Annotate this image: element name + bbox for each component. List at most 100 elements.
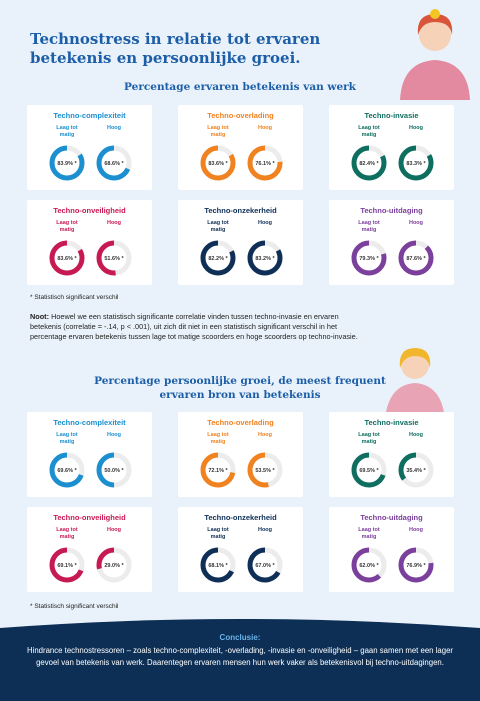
group-label: Laag tot matig xyxy=(56,125,78,138)
donut: 83.3% * xyxy=(398,145,434,181)
donut: 69.5% * xyxy=(351,452,387,488)
conclusion-title: Conclusie: xyxy=(219,633,261,642)
illustration xyxy=(400,9,470,100)
group-label: Hoog xyxy=(106,220,122,226)
panel-title: Techno-invasie xyxy=(364,111,419,120)
footnote: * Statistisch significant verschil xyxy=(30,603,119,610)
group-label: Laag tot matig xyxy=(207,220,229,233)
value-label: 83.2% * xyxy=(255,256,275,262)
group-label: Hoog xyxy=(257,527,273,533)
donut: 76.1% * xyxy=(247,145,283,181)
donut-arc xyxy=(247,547,283,583)
panel-title: Techno-overlading xyxy=(207,111,274,120)
panel: Techno-complexiteit Laag tot matig 69.6% *… xyxy=(27,412,152,497)
group-label: Hoog xyxy=(408,220,424,226)
panel: Techno-onzekerheid Laag tot matig 68.1% * H… xyxy=(178,507,303,592)
group-label: Laag tot matig xyxy=(207,125,229,138)
value-label: 51.6% * xyxy=(104,256,124,262)
donut: 83.2% * xyxy=(247,240,283,276)
note-label: Noot: xyxy=(30,312,50,321)
value-label: 83.9% * xyxy=(57,161,77,167)
panel: Techno-overlading Laag tot matig 72.1% * Ho… xyxy=(178,412,303,497)
panel-title: Techno-onveiligheid xyxy=(53,513,126,522)
group-label: Laag tot matig xyxy=(358,527,380,540)
donut-arc xyxy=(96,547,132,583)
value-label: 76.1% * xyxy=(255,161,275,167)
value-label: 83.6% * xyxy=(208,161,228,167)
panel-title: Techno-uitdaging xyxy=(360,513,423,522)
note-text: Hoewel we een statistisch significante c… xyxy=(30,312,358,341)
group-label: Hoog xyxy=(106,527,122,533)
group-label: Hoog xyxy=(106,125,122,131)
donut: 76.9% * xyxy=(398,547,434,583)
donut: 53.5% * xyxy=(247,452,283,488)
donut-arc xyxy=(200,547,236,583)
donut-arc xyxy=(398,145,434,181)
panel: Techno-onveiligheid Laag tot matig 69.1% *… xyxy=(27,507,152,592)
donut-arc xyxy=(398,452,434,488)
value-label: 79.3% * xyxy=(359,256,379,262)
note: Noot: Hoewel we een statistisch signific… xyxy=(30,312,370,342)
value-label: 62.0% * xyxy=(359,563,379,569)
value-label: 83.3% * xyxy=(406,161,426,167)
donut: 82.2% * xyxy=(200,240,236,276)
value-label: 67.0% * xyxy=(255,563,275,569)
donut: 83.9% * xyxy=(49,145,85,181)
panel: Techno-uitdaging Laag tot matig 62.0% * Hoo… xyxy=(329,507,454,592)
group-label: Hoog xyxy=(408,527,424,533)
group-label: Laag tot matig xyxy=(56,432,78,445)
panel-title: Techno-onveiligheid xyxy=(53,206,126,215)
donut-arc xyxy=(398,240,434,276)
donut: 67.0% * xyxy=(247,547,283,583)
group-label: Laag tot matig xyxy=(56,220,78,233)
footnote: * Statistisch significant verschil xyxy=(30,294,119,301)
value-label: 72.1% * xyxy=(208,468,228,474)
donut: 82.4% * xyxy=(351,145,387,181)
donut-arc xyxy=(398,547,434,583)
donut: 29.0% * xyxy=(96,547,132,583)
panel-title: Techno-onzekerheid xyxy=(204,206,277,215)
panel: Techno-overlading Laag tot matig 83.6% * Ho… xyxy=(178,105,303,190)
donut: 69.1% * xyxy=(49,547,85,583)
value-label: 83.6% * xyxy=(57,256,77,262)
value-label: 50.0% * xyxy=(104,468,124,474)
panel: Techno-invasie Laag tot matig 69.5% * Hoog 3… xyxy=(329,412,454,497)
panel-title: Techno-uitdaging xyxy=(360,206,423,215)
group-label: Laag tot matig xyxy=(56,527,78,540)
donut-arc xyxy=(49,240,85,276)
donut: 50.0% * xyxy=(96,452,132,488)
value-label: 69.6% * xyxy=(57,468,77,474)
donut: 79.3% * xyxy=(351,240,387,276)
panel-title: Techno-onzekerheid xyxy=(204,513,277,522)
donut-arc xyxy=(200,240,236,276)
panel: Techno-invasie Laag tot matig 82.4% * Hoog 8… xyxy=(329,105,454,190)
donut: 51.6% * xyxy=(96,240,132,276)
value-label: 53.5% * xyxy=(255,468,275,474)
donut-arc xyxy=(351,240,387,276)
value-label: 87.6% * xyxy=(406,256,426,262)
panel: Techno-complexiteit Laag tot matig 83.9% *… xyxy=(27,105,152,190)
panel: Techno-onveiligheid Laag tot matig 83.6% *… xyxy=(27,200,152,285)
section-heading: Percentage persoonlijke groei, de meest … xyxy=(94,375,386,401)
panel-title: Techno-complexiteit xyxy=(53,418,126,427)
group-label: Hoog xyxy=(257,220,273,226)
donut-arc xyxy=(49,145,85,181)
donut: 68.1% * xyxy=(200,547,236,583)
donut: 72.1% * xyxy=(200,452,236,488)
group-label: Laag tot matig xyxy=(207,432,229,445)
donut-arc xyxy=(200,145,236,181)
donut-arc xyxy=(96,240,132,276)
donut-arc xyxy=(351,145,387,181)
value-label: 29.0% * xyxy=(104,563,124,569)
value-label: 69.5% * xyxy=(359,468,379,474)
conclusion-text: Hindrance technostressoren – zoals techn… xyxy=(26,646,454,667)
donut-arc xyxy=(49,547,85,583)
donut-arc xyxy=(351,547,387,583)
donut-arc xyxy=(49,452,85,488)
conclusion-band xyxy=(0,619,480,701)
value-label: 76.9% * xyxy=(406,563,426,569)
panel-title: Techno-overlading xyxy=(207,418,274,427)
donut: 68.6% * xyxy=(96,145,132,181)
group-label: Hoog xyxy=(106,432,122,438)
